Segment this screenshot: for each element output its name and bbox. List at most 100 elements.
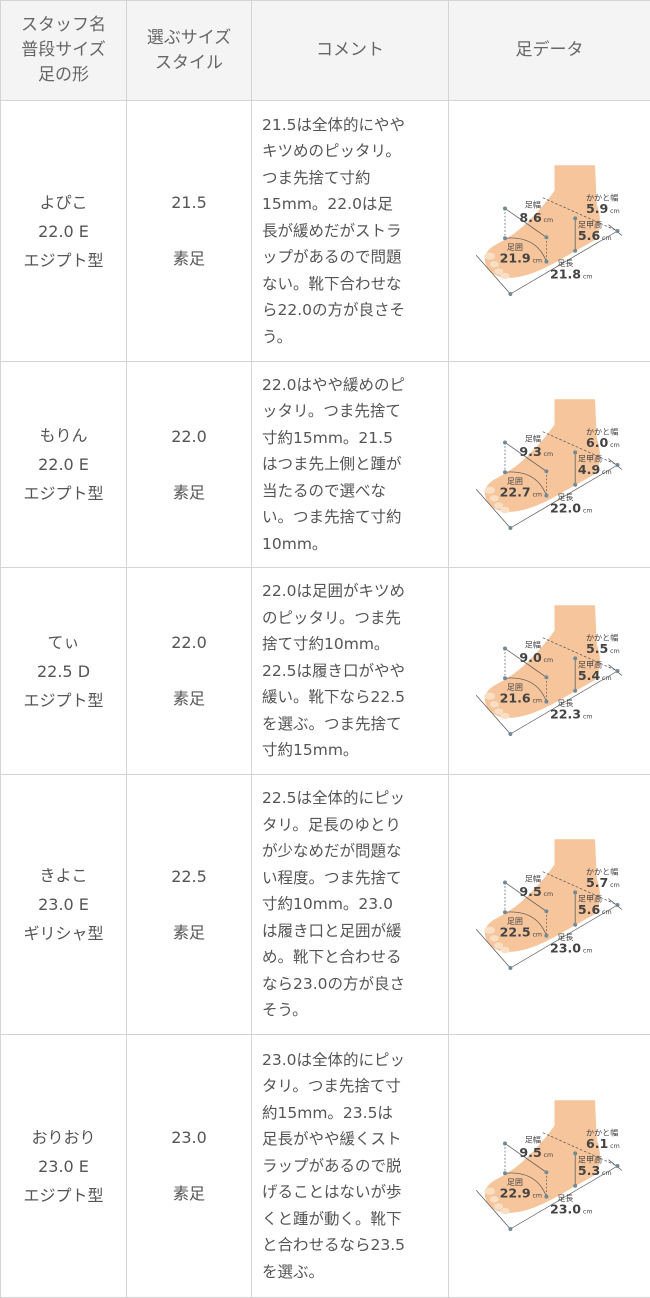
length-value: 21.8 (550, 267, 581, 282)
heel-unit: cm (610, 648, 620, 655)
width-label: 足幅 (524, 873, 540, 883)
girth-unit: cm (532, 931, 542, 938)
width-unit: cm (543, 657, 553, 664)
heel-value: 5.9 (586, 201, 608, 216)
header-comment: コメント (252, 1, 449, 101)
table-row: よぴこ 22.0 E エジプト型 21.5 素足 21.5は全体的にやや キツめ… (1, 101, 650, 362)
heel-value: 5.5 (586, 641, 608, 656)
instep-value: 4.9 (577, 462, 599, 477)
girth-value: 21.9 (499, 251, 530, 266)
table-row: もりん 22.0 E エジプト型 22.0 素足 22.0はやや緩めのピ ッタリ… (1, 362, 650, 568)
length-value: 23.0 (550, 940, 581, 955)
heel-value: 6.0 (586, 435, 609, 450)
table-header-row: スタッフ名 普段サイズ 足の形 選ぶサイズ スタイル コメント 足データ (1, 1, 650, 101)
width-label: 足幅 (524, 433, 540, 443)
heel-unit: cm (610, 208, 620, 215)
table-row: てぃ 22.5 D エジプト型 22.0 素足 22.0は足囲がキツめ のピッタ… (1, 568, 650, 775)
instep-unit: cm (602, 675, 612, 682)
length-unit: cm (582, 1209, 592, 1216)
instep-unit: cm (602, 1170, 612, 1177)
girth-value: 22.5 (499, 924, 530, 939)
length-unit: cm (582, 947, 592, 954)
heel-value: 5.7 (586, 875, 608, 890)
size-style-cell: 23.0 素足 (127, 1035, 252, 1298)
comment-cell: 21.5は全体的にやや キツめのピッタリ。 つま先捨て寸約 15mm。22.0は… (252, 101, 449, 362)
instep-value: 5.3 (577, 1163, 599, 1178)
width-unit: cm (543, 451, 553, 458)
width-value: 9.5 (519, 1145, 541, 1160)
staff-cell: おりおり 23.0 E エジプト型 (1, 1035, 127, 1298)
width-value: 9.0 (519, 650, 542, 665)
width-unit: cm (543, 217, 553, 224)
width-value: 9.5 (519, 884, 541, 899)
header-size: 選ぶサイズ スタイル (127, 1, 252, 101)
size-style-cell: 22.0 素足 (127, 568, 252, 775)
comment-cell: 23.0は全体的にピッ タリ。つま先捨て寸 約15mm。23.5は 足長がやや緩… (252, 1035, 449, 1298)
width-label: 足幅 (524, 200, 540, 210)
width-value: 9.3 (519, 444, 541, 459)
girth-unit: cm (532, 1193, 542, 1200)
instep-value: 5.6 (577, 228, 600, 243)
size-style-cell: 21.5 素足 (127, 101, 252, 362)
girth-unit: cm (532, 698, 542, 705)
width-value: 8.6 (519, 210, 542, 225)
length-unit: cm (582, 274, 592, 281)
length-unit: cm (582, 714, 592, 721)
staff-cell: よぴこ 22.0 E エジプト型 (1, 101, 127, 362)
girth-value: 21.6 (499, 691, 530, 706)
instep-value: 5.4 (577, 668, 600, 683)
size-style-cell: 22.5 素足 (127, 775, 252, 1035)
heel-unit: cm (610, 882, 620, 889)
heel-value: 6.1 (586, 1136, 608, 1151)
girth-value: 22.9 (499, 1186, 530, 1201)
header-staff: スタッフ名 普段サイズ 足の形 (1, 1, 127, 101)
width-label: 足幅 (524, 640, 540, 650)
staff-cell: もりん 22.0 E エジプト型 (1, 362, 127, 568)
heel-unit: cm (610, 442, 620, 449)
staff-cell: きよこ 23.0 E ギリシャ型 (1, 775, 127, 1035)
heel-unit: cm (610, 1143, 620, 1150)
length-value: 22.3 (550, 707, 581, 722)
comment-cell: 22.5は全体的にピッ タリ。足長のゆとり が少なめだが問題な い程度。つま先捨… (252, 775, 449, 1035)
instep-unit: cm (602, 235, 612, 242)
instep-unit: cm (602, 469, 612, 476)
table-row: きよこ 23.0 E ギリシャ型 22.5 素足 22.5は全体的にピッ タリ。… (1, 775, 650, 1035)
width-label: 足幅 (524, 1135, 540, 1145)
header-foot-data: 足データ (449, 1, 650, 101)
length-value: 23.0 (550, 1202, 581, 1217)
width-unit: cm (543, 1152, 553, 1159)
width-unit: cm (543, 891, 553, 898)
girth-unit: cm (532, 258, 542, 265)
girth-value: 22.7 (499, 484, 530, 499)
table-row: おりおり 23.0 E エジプト型 23.0 素足 23.0は全体的にピッ タリ… (1, 1035, 650, 1298)
length-value: 22.0 (550, 500, 581, 515)
instep-value: 5.6 (577, 902, 600, 917)
instep-unit: cm (602, 909, 612, 916)
length-unit: cm (582, 507, 592, 514)
girth-unit: cm (532, 491, 542, 498)
